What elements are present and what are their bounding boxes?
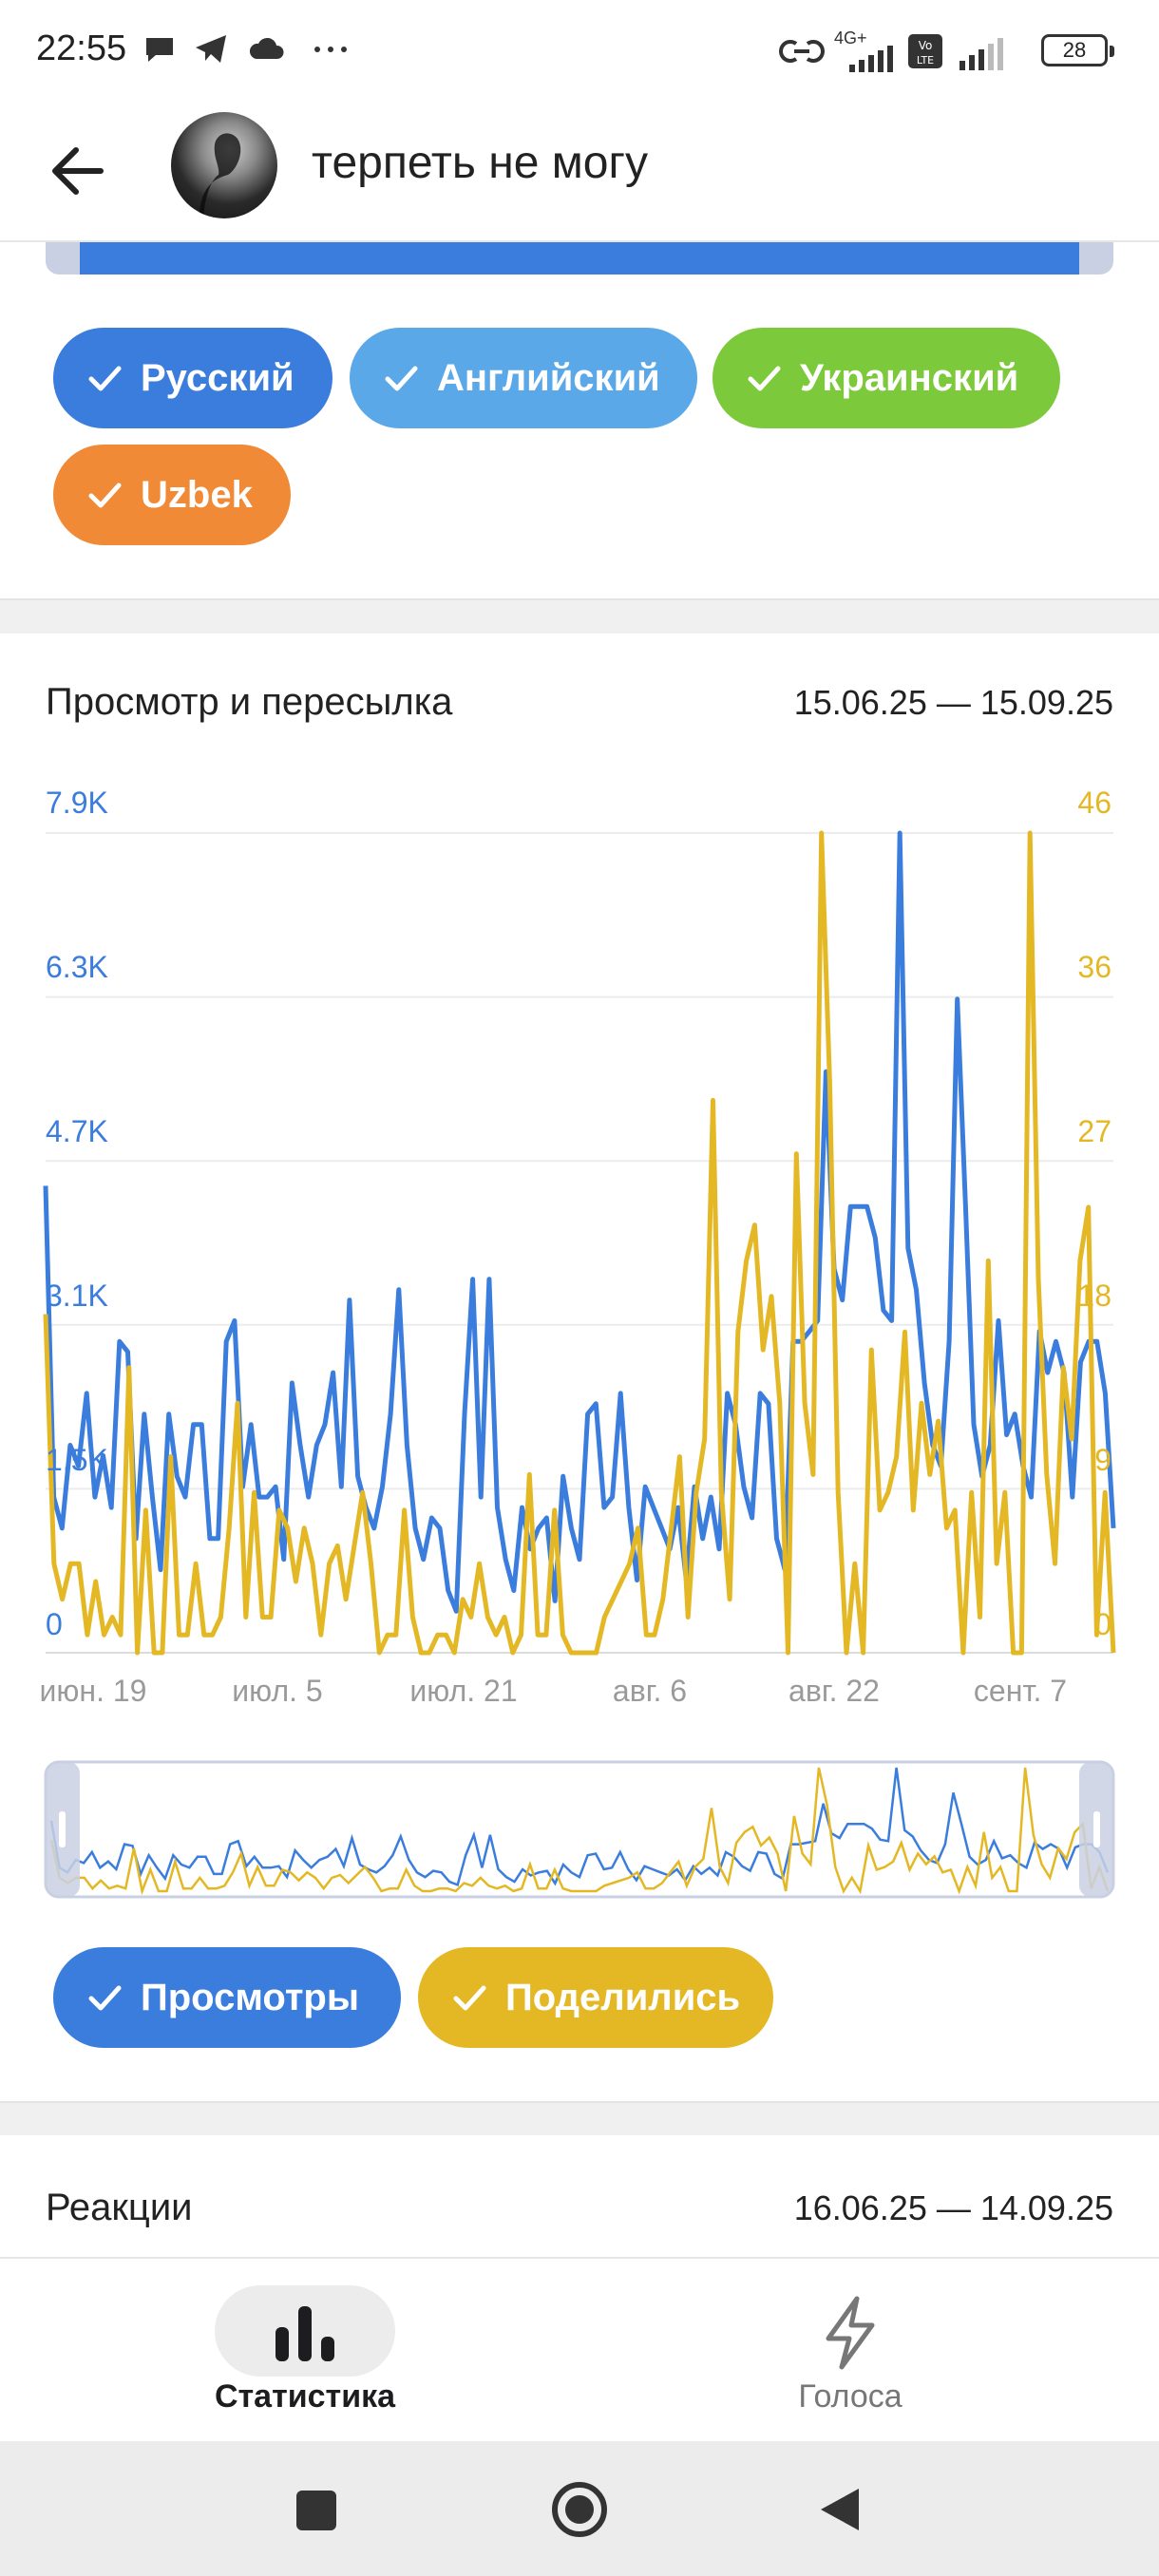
volte-icon: Vo LTE — [908, 34, 942, 68]
views-shares-card: Просмотр и пересылка 15.06.25 — 15.09.25… — [0, 634, 1159, 2101]
card-date-range[interactable]: 15.06.25 — 15.09.25 — [793, 683, 1113, 722]
legend-views-toggle[interactable]: Просмотры — [53, 1947, 401, 2048]
navigator-line-shares — [49, 1767, 1110, 1896]
chip-label: Английский — [437, 356, 660, 399]
svg-text:LTE: LTE — [917, 54, 934, 66]
app-header: терпеть не могу — [0, 104, 1159, 242]
series-line-shares — [43, 830, 1116, 1656]
network-type-label: 4G+ — [834, 28, 867, 47]
check-icon — [88, 366, 122, 391]
y-right-tick: 9 — [1094, 1443, 1112, 1477]
channel-title: терпеть не могу — [312, 138, 648, 188]
nav-label: Голоса — [798, 2378, 902, 2415]
y-right-tick: 0 — [1094, 1607, 1112, 1641]
navigator-line-views — [49, 1767, 1110, 1887]
chip-label: Украинский — [800, 356, 1019, 399]
bar-chart-icon — [276, 2306, 334, 2361]
card-title: Реакции — [46, 2187, 193, 2228]
x-tick: авг. 22 — [788, 1674, 880, 1708]
y-left-tick: 7.9K — [46, 786, 108, 820]
svg-text:Vo: Vo — [919, 39, 933, 52]
chip-label: Русский — [141, 356, 294, 399]
card-date-range[interactable]: 16.06.25 — 14.09.25 — [793, 2188, 1113, 2227]
telegram-icon — [196, 35, 226, 63]
section-divider — [0, 598, 1159, 634]
signal-icon — [849, 46, 893, 72]
back-triangle-icon[interactable] — [813, 2483, 866, 2536]
nav-item-statistics[interactable]: Статистика — [177, 2259, 462, 2443]
x-tick: сент. 7 — [973, 1674, 1068, 1708]
check-icon — [385, 366, 418, 391]
legend-shares-toggle[interactable]: Поделились — [418, 1947, 773, 2048]
check-icon — [88, 483, 122, 508]
languages-card: Русский Английский Украинский Uzbek — [0, 242, 1159, 598]
views-shares-line-chart — [43, 830, 1116, 1899]
section-divider — [0, 2101, 1159, 2135]
navigator-grip-left — [59, 1811, 66, 1847]
chat-bubble-icon — [146, 38, 173, 62]
status-system-icons: 4G+ Vo LTE 28 — [779, 28, 1121, 72]
check-icon — [748, 366, 781, 391]
x-tick: июл. 21 — [409, 1674, 518, 1708]
nav-label: Статистика — [214, 2378, 396, 2415]
home-circle-icon[interactable] — [549, 2479, 610, 2540]
chip-uzbek[interactable]: Uzbek — [53, 445, 291, 545]
chip-english[interactable]: Английский — [350, 328, 697, 428]
back-arrow-icon[interactable] — [42, 133, 118, 209]
signal-2-icon — [960, 38, 1003, 70]
y-left-tick: 1.5K — [46, 1443, 108, 1477]
more-dots-icon — [314, 47, 347, 52]
y-left-tick: 0 — [46, 1607, 63, 1641]
x-tick: июл. 5 — [232, 1674, 323, 1708]
y-left-tick: 3.1K — [46, 1279, 108, 1313]
link-icon — [779, 40, 825, 63]
y-left-tick: 4.7K — [46, 1114, 108, 1148]
bottom-navigation: Статистика Голоса — [0, 2257, 1159, 2441]
series-line-views — [43, 830, 1116, 1614]
status-bar: 22:55 4G+ Vo LTE — [0, 0, 1159, 104]
language-bar-fill — [80, 242, 1079, 275]
check-icon — [453, 1985, 486, 2011]
recents-square-icon[interactable] — [293, 2487, 340, 2534]
y-right-tick: 46 — [1077, 786, 1112, 820]
y-left-tick: 6.3K — [46, 950, 108, 984]
card-title: Просмотр и пересылка — [46, 681, 453, 723]
y-right-tick: 27 — [1077, 1114, 1112, 1148]
status-time: 22:55 — [36, 28, 127, 68]
legend-label: Просмотры — [141, 1976, 360, 2018]
y-right-tick: 18 — [1077, 1279, 1112, 1313]
chip-russian[interactable]: Русский — [53, 328, 332, 428]
cloud-icon — [249, 37, 284, 59]
system-navigation-bar — [0, 2441, 1159, 2576]
battery-icon: 28 — [1041, 34, 1114, 66]
chip-label: Uzbek — [141, 473, 253, 516]
check-icon — [88, 1985, 122, 2011]
language-bar-chart — [46, 242, 1113, 275]
y-right-tick: 36 — [1077, 950, 1112, 984]
nav-item-votes[interactable]: Голоса — [722, 2259, 1007, 2443]
x-tick: авг. 6 — [612, 1674, 688, 1708]
x-tick: июн. 19 — [39, 1674, 147, 1708]
chip-ukrainian[interactable]: Украинский — [712, 328, 1060, 428]
reactions-card: Реакции 16.06.25 — 14.09.25 — [0, 2135, 1159, 2257]
legend-label: Поделились — [505, 1976, 741, 2018]
channel-avatar[interactable] — [171, 112, 277, 218]
lightning-icon — [826, 2296, 875, 2370]
navigator-grip-right — [1093, 1811, 1100, 1847]
